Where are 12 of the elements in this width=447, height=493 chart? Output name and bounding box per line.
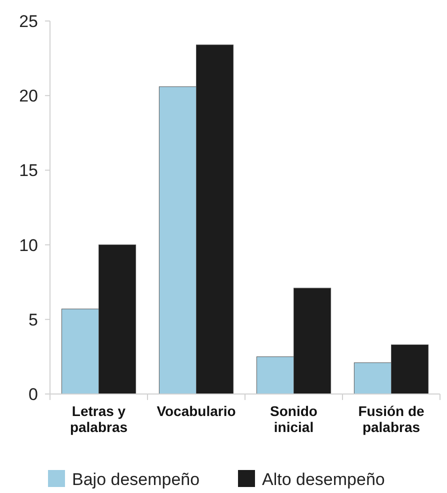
y-tick-label: 20 xyxy=(19,86,38,106)
x-tick-label: Fusión de palabras xyxy=(358,403,425,435)
y-tick-label: 10 xyxy=(19,236,38,255)
x-tick-label: Letras y palabras xyxy=(70,403,128,435)
legend-label: Bajo desempeño xyxy=(72,470,200,489)
y-tick-label: 0 xyxy=(28,384,38,404)
y-tick-label: 5 xyxy=(28,310,38,330)
x-tick-label: Sonido inicial xyxy=(270,403,318,435)
y-tick-label: 25 xyxy=(19,12,38,31)
legend-label: Alto desempeño xyxy=(262,470,385,489)
y-tick-label: 15 xyxy=(19,161,38,180)
x-tick-label: Vocabulario xyxy=(156,403,236,419)
